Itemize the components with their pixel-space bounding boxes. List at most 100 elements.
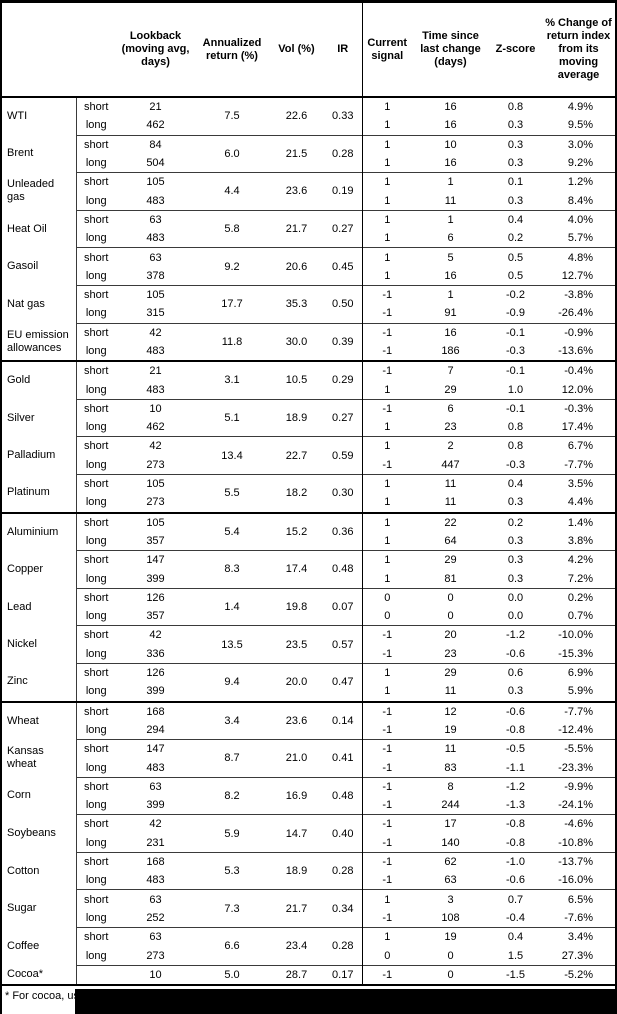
zscore-value: -1.3 — [506, 799, 525, 812]
table-row: WTI short 21 7.5 22.6 0.33 1 16 0.8 4.9% — [2, 95, 615, 136]
commodity-name: Gasoil — [2, 247, 77, 286]
position-label: short — [76, 625, 116, 645]
commodity-name: Platinum — [2, 474, 77, 513]
position-label: long — [85, 496, 107, 509]
ir-value: 0.34 — [324, 889, 362, 928]
vol-value: 21.5 — [269, 134, 324, 173]
ir-value: 0.17 — [324, 964, 362, 986]
pct-change-value: 6.7% — [542, 436, 615, 456]
time-since-change-value: 81 — [444, 572, 457, 585]
current-signal-value: 1 — [361, 927, 412, 947]
ir-value: 0.59 — [324, 436, 362, 475]
annualized-return-value: 5.5 — [195, 473, 269, 513]
table-row: Gasoil short 63 9.2 20.6 0.45 1 5 0.5 4.8% — [2, 247, 615, 286]
lookback-value: 105 — [116, 473, 195, 494]
lookback-value: 273 — [146, 496, 165, 509]
table-row: Cotton short 168 5.3 18.9 0.28 -1 62 -1.0 -13.7% — [2, 851, 615, 890]
current-signal-value: -1 — [361, 644, 412, 664]
zscore-value: 0.1 — [489, 172, 542, 192]
time-since-change-value: 186 — [441, 345, 460, 357]
pct-change-value: -7.7% — [542, 700, 615, 721]
header-zscore: Z-score — [489, 3, 542, 98]
position-label: long — [85, 685, 107, 698]
commodity-name: Cocoa* — [2, 965, 77, 986]
table-row: long 273 1 11 0.3 4.4% — [2, 493, 615, 513]
position-label: long — [85, 534, 107, 547]
pct-change-value: 7.2% — [567, 572, 593, 585]
current-signal-value: -1 — [361, 758, 412, 778]
position-label: short — [76, 700, 116, 721]
pct-change-value: 17.4% — [561, 421, 593, 434]
lookback-value: 315 — [146, 307, 165, 320]
time-since-change-value: 0 — [412, 964, 489, 986]
position-label: short — [76, 587, 116, 608]
zscore-value: 0.3 — [507, 157, 524, 170]
ir-value: 0.47 — [324, 662, 362, 702]
position-label: long — [85, 157, 107, 170]
footnote-text: * For cocoa, uses — [5, 989, 91, 1002]
pct-change-value: -4.6% — [542, 814, 615, 834]
position-label: short — [76, 209, 116, 230]
time-since-change-value: 16 — [444, 157, 457, 170]
current-signal-value: 1 — [361, 247, 412, 267]
time-since-change-value: 1 — [412, 284, 489, 305]
ir-value: 0.57 — [324, 625, 362, 664]
header-lookback: Lookback (moving avg, days) — [116, 3, 195, 98]
position-label — [76, 964, 116, 986]
time-since-change-value: 6 — [447, 232, 454, 245]
pct-change-value: 5.7% — [567, 232, 593, 245]
pct-change-value: 4.2% — [542, 550, 615, 570]
zscore-value: -0.8 — [489, 814, 542, 834]
current-signal-value: 1 — [361, 436, 412, 456]
time-since-change-value: 140 — [441, 836, 460, 849]
vol-value: 14.7 — [269, 814, 324, 853]
current-signal-value: -1 — [361, 398, 412, 419]
zscore-value: -1.2 — [489, 625, 542, 645]
current-signal-value: 1 — [361, 380, 412, 400]
annualized-return-value: 8.7 — [195, 739, 269, 778]
table-row: long 357 1 64 0.3 3.8% — [2, 531, 615, 551]
table-row: EU emission allowances short 42 11.8 30.0 0.3… — [2, 322, 615, 362]
current-signal-value: 1 — [361, 116, 412, 136]
position-label: short — [76, 322, 116, 342]
ir-value: 0.50 — [324, 284, 362, 324]
lookback-value: 105 — [116, 172, 195, 192]
zscore-value: -0.8 — [506, 723, 525, 736]
table-row: Sugar short 63 7.3 21.7 0.34 1 3 0.7 6.5% — [2, 889, 615, 928]
lookback-value: 21 — [116, 360, 195, 381]
ir-value: 0.27 — [324, 209, 362, 248]
table-row: long 357 0 0 0.0 0.7% — [2, 607, 615, 626]
ir-value: 0.28 — [324, 927, 362, 966]
lookback-value: 336 — [146, 647, 165, 660]
lookback-value: 42 — [116, 814, 195, 834]
ir-value: 0.36 — [324, 511, 362, 551]
time-since-change-value: 29 — [412, 550, 489, 570]
zscore-value: 0.3 — [507, 572, 524, 585]
lookback-value: 399 — [146, 799, 165, 812]
commodity-name: Lead — [2, 588, 77, 626]
vol-value: 30.0 — [269, 322, 324, 362]
table-row: long 399 1 81 0.3 7.2% — [2, 569, 615, 589]
current-signal-value: -1 — [361, 776, 412, 796]
pct-change-value: 12.0% — [561, 383, 593, 396]
time-since-change-value: 17 — [412, 814, 489, 834]
position-label: long — [85, 307, 107, 320]
position-label: long — [85, 761, 107, 774]
position-label: short — [76, 927, 116, 947]
position-label: short — [76, 511, 116, 532]
ir-value: 0.48 — [324, 776, 362, 815]
time-since-change-value: 91 — [444, 307, 457, 320]
lookback-value: 483 — [146, 345, 165, 357]
time-since-change-value: 11 — [444, 496, 457, 509]
current-signal-value: 1 — [361, 569, 412, 589]
time-since-change-value: 12 — [412, 700, 489, 721]
header-current-signal: Current signal — [361, 3, 412, 98]
vol-value: 35.3 — [269, 284, 324, 324]
lookback-value: 483 — [146, 232, 165, 245]
table-row: Corn short 63 8.2 16.9 0.48 -1 8 -1.2 -9.9% — [2, 776, 615, 815]
lookback-value: 126 — [116, 662, 195, 683]
current-signal-value: -1 — [361, 795, 412, 815]
vol-value: 28.7 — [269, 964, 324, 986]
zscore-value: -0.6 — [489, 700, 542, 721]
pct-change-value: 12.7% — [561, 269, 593, 282]
